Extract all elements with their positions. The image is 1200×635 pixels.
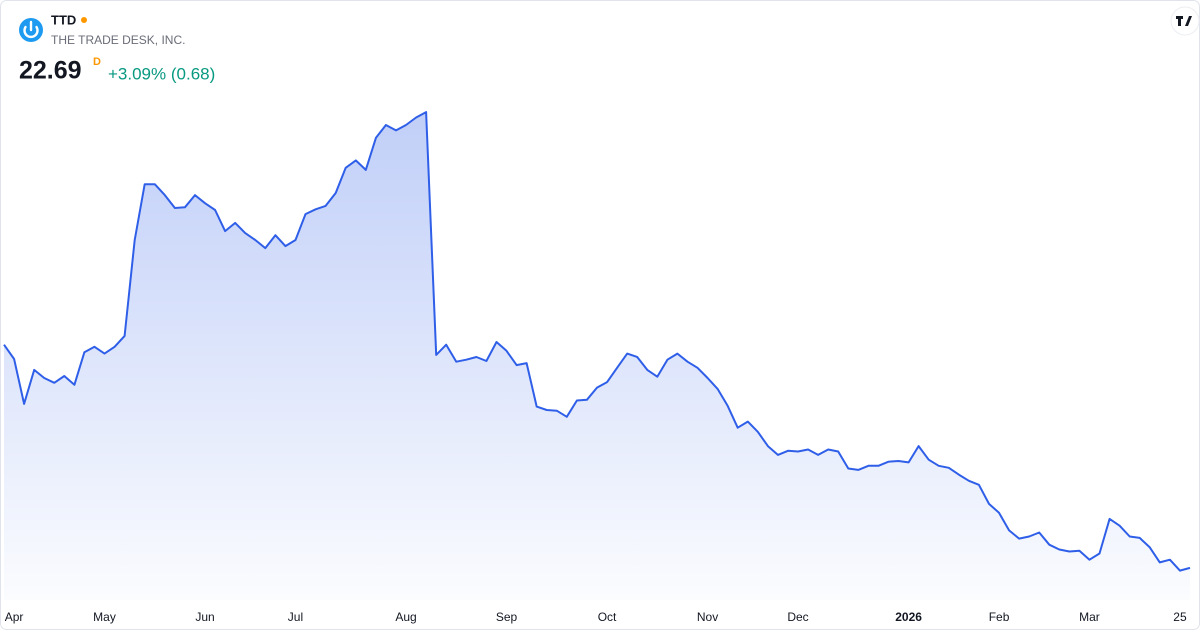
price-flag: D (93, 56, 101, 68)
x-tick-label: May (93, 610, 116, 624)
price: 22.69 (19, 57, 82, 85)
x-tick-label: Sep (496, 610, 518, 624)
x-tick-label: Apr (5, 610, 24, 624)
area-fill (4, 112, 1190, 600)
change: +3.09% (0.68) (108, 64, 215, 83)
x-tick-label: 25 (1173, 610, 1187, 624)
x-tick-label: Feb (989, 610, 1010, 624)
brand-badge (1170, 6, 1200, 36)
x-tick-label: Nov (697, 610, 718, 624)
x-tick-label: Mar (1079, 610, 1100, 624)
status-dot (81, 17, 87, 23)
company: THE TRADE DESK, INC. (51, 33, 185, 47)
x-tick-label: Oct (598, 610, 617, 624)
price-line (3, 111, 1191, 572)
x-tick-label: Aug (395, 610, 416, 624)
logo-mark (23, 20, 39, 39)
symbol: TTD (51, 12, 76, 27)
x-tick-label: Dec (787, 610, 808, 624)
x-tick-label: 2026 (895, 610, 922, 624)
brand-logo (1176, 16, 1192, 26)
x-tick-label: Jun (195, 610, 214, 624)
x-tick-label: Jul (288, 610, 303, 624)
